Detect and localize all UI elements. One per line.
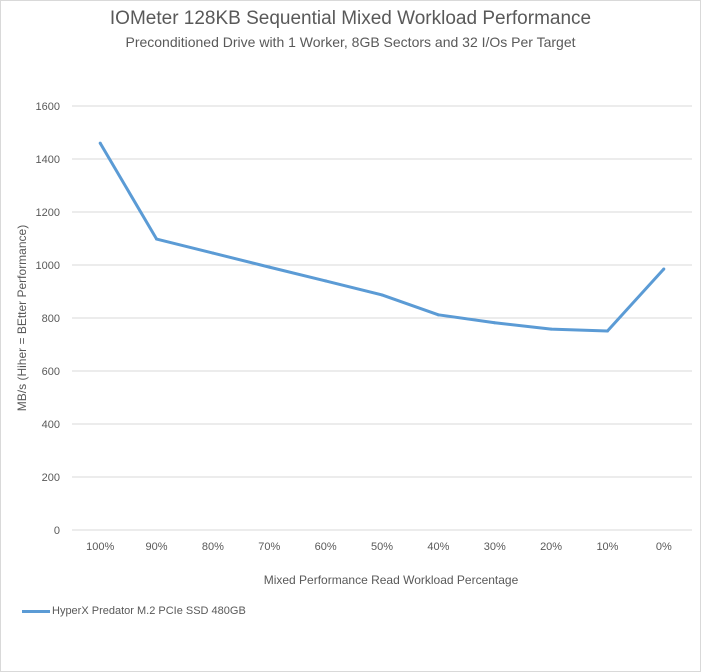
- x-axis-title: Mixed Performance Read Workload Percenta…: [264, 573, 519, 587]
- y-tick-label: 1000: [36, 260, 60, 272]
- y-axis-ticks: 0 200 400 600 800 1000 1200 1400 1600: [36, 101, 60, 537]
- legend-label: HyperX Predator M.2 PCIe SSD 480GB: [52, 605, 246, 617]
- y-tick-label: 200: [42, 472, 60, 484]
- legend-swatch: [22, 609, 50, 613]
- data-point: [155, 237, 159, 241]
- y-tick-label: 400: [42, 419, 60, 431]
- data-point: [211, 251, 215, 255]
- y-tick-label: 0: [54, 525, 60, 537]
- x-tick-label: 100%: [86, 541, 114, 553]
- x-tick-label: 80%: [202, 541, 224, 553]
- y-tick-label: 800: [42, 313, 60, 325]
- x-tick-label: 0%: [656, 541, 672, 553]
- data-point: [662, 267, 666, 271]
- series-line: [98, 142, 665, 333]
- x-tick-label: 30%: [484, 541, 506, 553]
- y-tick-label: 1200: [36, 207, 60, 219]
- legend: HyperX Predator M.2 PCIe SSD 480GB: [22, 605, 246, 617]
- data-point: [324, 279, 328, 283]
- chart-subtitle: Preconditioned Drive with 1 Worker, 8GB …: [125, 34, 576, 50]
- data-point: [98, 141, 102, 145]
- x-tick-label: 10%: [596, 541, 618, 553]
- data-point: [380, 293, 384, 297]
- data-point: [493, 321, 497, 325]
- y-tick-label: 600: [42, 366, 60, 378]
- chart-title: IOMeter 128KB Sequential Mixed Workload …: [109, 8, 592, 29]
- data-point: [267, 265, 271, 269]
- x-tick-label: 40%: [427, 541, 449, 553]
- gridlines: [72, 105, 692, 531]
- y-axis-title: MB/s (Hiher = BEtter Performance): [15, 225, 29, 411]
- data-point: [436, 313, 440, 317]
- x-tick-label: 70%: [258, 541, 280, 553]
- x-tick-label: 90%: [146, 541, 168, 553]
- y-tick-label: 1600: [36, 101, 60, 113]
- x-tick-label: 60%: [315, 541, 337, 553]
- data-point: [605, 329, 609, 333]
- data-point: [549, 327, 553, 331]
- x-axis-ticks: 100% 90% 80% 70% 60% 50% 40% 30% 20% 10% 0%: [86, 541, 672, 553]
- series-group: [98, 141, 666, 333]
- x-tick-label: 20%: [540, 541, 562, 553]
- x-tick-label: 50%: [371, 541, 393, 553]
- y-tick-label: 1400: [36, 154, 60, 166]
